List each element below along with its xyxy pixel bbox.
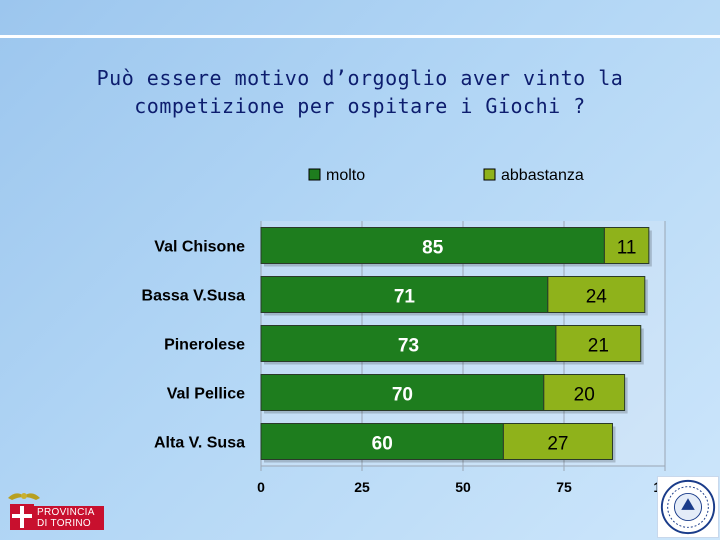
value-label-molto-4: 60 — [372, 434, 393, 455]
bar-molto-2 — [260, 325, 557, 362]
bar-abbastanza-1 — [547, 276, 646, 313]
bar-molto-1 — [260, 276, 549, 313]
value-label-abbastanza-1: 24 — [586, 287, 608, 308]
bar-abbastanza-0 — [603, 227, 650, 264]
value-label-molto-2: 73 — [398, 336, 419, 357]
value-label-abbastanza-2: 21 — [588, 336, 609, 357]
bar-molto-0 — [260, 227, 605, 264]
value-label-molto-1: 71 — [394, 287, 416, 308]
provincia-logo-icon — [8, 493, 40, 530]
x-tick-label-0: 0 — [257, 479, 265, 495]
value-label-abbastanza-0: 11 — [617, 238, 637, 259]
value-label-abbastanza-3: 20 — [574, 385, 595, 406]
provincia-logo-text: PROVINCIA DI TORINO — [34, 506, 104, 530]
x-tick-label-2: 50 — [455, 479, 471, 495]
title-line-2: competizione per ospitare i Giochi ? — [134, 94, 586, 118]
legend-label-abbastanza: abbastanza — [501, 167, 584, 184]
legend-swatch-molto — [308, 168, 321, 181]
seal-icon — [657, 476, 719, 538]
top-rule — [0, 35, 720, 38]
logo-text-line-1: PROVINCIA — [37, 507, 95, 518]
bar-abbastanza-2 — [555, 325, 642, 362]
bar-molto-3 — [260, 374, 545, 411]
legend-swatch-abbastanza — [483, 168, 496, 181]
bar-molto-4 — [260, 423, 504, 460]
category-label-0: Val Chisone — [154, 239, 245, 256]
bar-abbastanza-4 — [502, 423, 613, 460]
x-tick-label-3: 75 — [556, 479, 572, 495]
value-label-molto-3: 70 — [392, 385, 413, 406]
category-label-3: Val Pellice — [167, 386, 245, 403]
category-label-2: Pinerolese — [164, 337, 245, 354]
logo-text-line-2: DI TORINO — [37, 518, 92, 529]
slide-title: Può essere motivo d’orgoglio aver vinto … — [40, 64, 680, 120]
bar-abbastanza-3 — [543, 374, 626, 411]
value-label-abbastanza-4: 27 — [547, 434, 568, 455]
category-label-4: Alta V. Susa — [154, 435, 245, 452]
category-label-1: Bassa V.Susa — [142, 288, 246, 305]
title-line-1: Può essere motivo d’orgoglio aver vinto … — [96, 66, 624, 90]
value-label-molto-0: 85 — [422, 238, 444, 259]
legend-label-molto: molto — [326, 167, 365, 184]
x-tick-label-1: 25 — [354, 479, 370, 495]
